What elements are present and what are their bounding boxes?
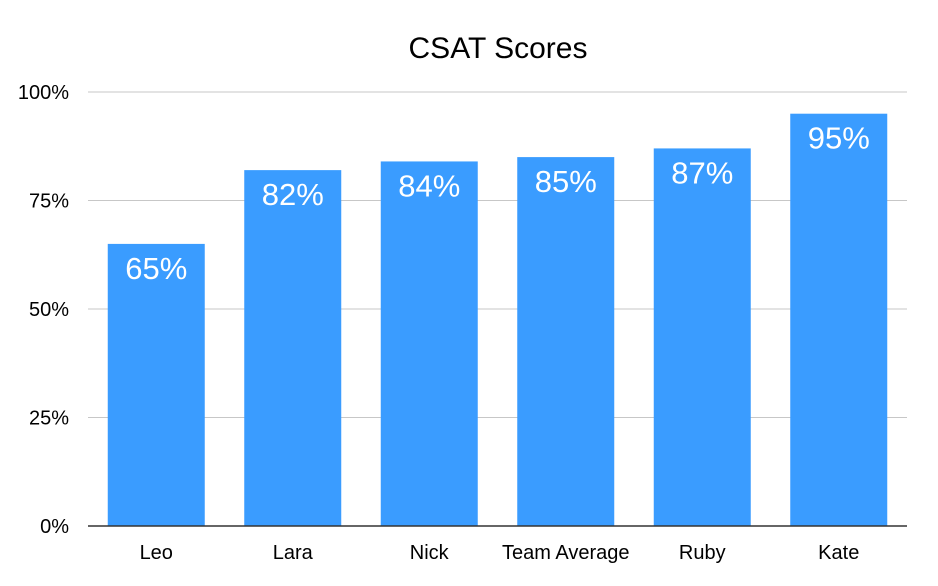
x-tick-label: Leo bbox=[140, 542, 173, 564]
gridlines bbox=[88, 91, 907, 418]
y-axis: 0% 25% 50% 75% 100% bbox=[18, 82, 69, 538]
y-tick-label: 50% bbox=[29, 299, 69, 321]
x-tick-label: Lara bbox=[273, 542, 314, 564]
chart-title: CSAT Scores bbox=[409, 32, 588, 65]
bar bbox=[107, 243, 205, 526]
bar bbox=[790, 113, 888, 526]
y-tick-label: 25% bbox=[29, 408, 69, 430]
data-label: 85% bbox=[535, 164, 597, 199]
x-tick-label: Ruby bbox=[679, 542, 726, 564]
bar bbox=[244, 170, 342, 526]
data-label: 84% bbox=[398, 168, 460, 203]
y-tick-label: 100% bbox=[18, 82, 69, 104]
data-label: 87% bbox=[671, 155, 733, 190]
bar bbox=[380, 161, 478, 526]
y-tick-label: 75% bbox=[29, 191, 69, 213]
data-label: 95% bbox=[808, 121, 870, 156]
x-tick-label: Team Average bbox=[502, 542, 630, 564]
data-label: 82% bbox=[262, 177, 324, 212]
bar bbox=[517, 157, 615, 526]
y-tick-label: 0% bbox=[40, 516, 69, 538]
x-tick-label: Nick bbox=[410, 542, 450, 564]
x-tick-label: Kate bbox=[818, 542, 859, 564]
data-label: 65% bbox=[125, 251, 187, 286]
bars bbox=[107, 113, 888, 527]
x-axis: Leo Lara Nick Team Average Ruby Kate bbox=[88, 525, 907, 564]
bar bbox=[653, 148, 751, 527]
data-labels: 65% 82% 84% 85% 87% 95% bbox=[125, 121, 870, 286]
